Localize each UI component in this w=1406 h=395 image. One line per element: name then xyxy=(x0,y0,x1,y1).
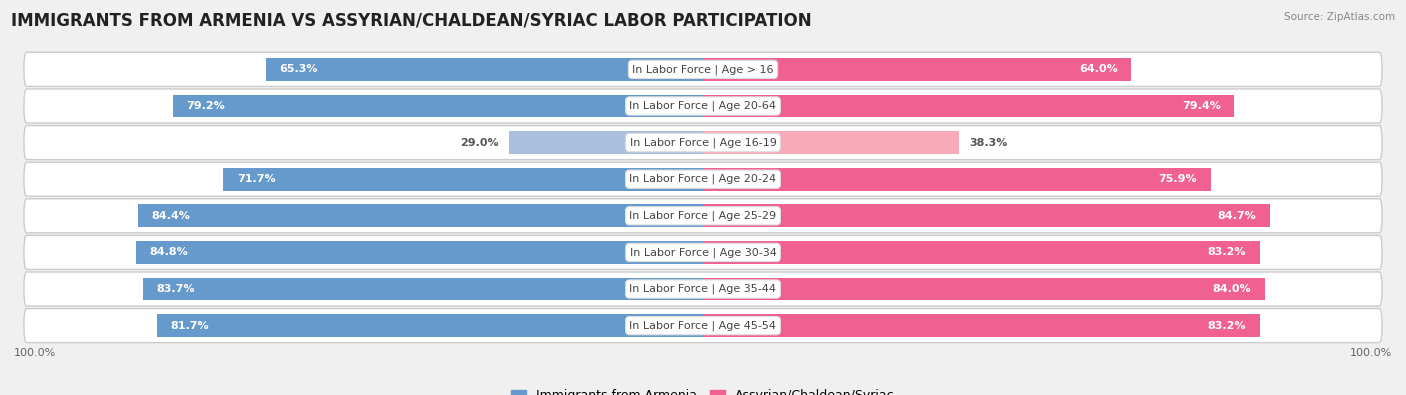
Bar xyxy=(703,168,1211,190)
Text: 84.8%: 84.8% xyxy=(149,247,188,258)
FancyBboxPatch shape xyxy=(24,272,1382,306)
Bar xyxy=(156,314,703,337)
Text: 81.7%: 81.7% xyxy=(170,321,208,331)
Text: 100.0%: 100.0% xyxy=(1350,348,1392,357)
Bar xyxy=(143,278,703,300)
Bar xyxy=(703,241,1260,264)
Text: IMMIGRANTS FROM ARMENIA VS ASSYRIAN/CHALDEAN/SYRIAC LABOR PARTICIPATION: IMMIGRANTS FROM ARMENIA VS ASSYRIAN/CHAL… xyxy=(11,12,811,30)
Legend: Immigrants from Armenia, Assyrian/Chaldean/Syriac: Immigrants from Armenia, Assyrian/Chalde… xyxy=(506,384,900,395)
Bar xyxy=(703,314,1260,337)
FancyBboxPatch shape xyxy=(24,126,1382,160)
Text: 84.0%: 84.0% xyxy=(1213,284,1251,294)
Text: 65.3%: 65.3% xyxy=(280,64,318,74)
Text: 83.2%: 83.2% xyxy=(1208,247,1246,258)
Text: In Labor Force | Age 20-64: In Labor Force | Age 20-64 xyxy=(630,101,776,111)
FancyBboxPatch shape xyxy=(24,89,1382,123)
Bar xyxy=(136,241,703,264)
Bar xyxy=(138,205,703,227)
Bar xyxy=(173,95,703,117)
Bar xyxy=(703,205,1270,227)
Text: In Labor Force | Age 45-54: In Labor Force | Age 45-54 xyxy=(630,320,776,331)
Text: In Labor Force | Age 25-29: In Labor Force | Age 25-29 xyxy=(630,211,776,221)
FancyBboxPatch shape xyxy=(24,308,1382,342)
FancyBboxPatch shape xyxy=(24,235,1382,269)
Text: 83.2%: 83.2% xyxy=(1208,321,1246,331)
Bar xyxy=(509,131,703,154)
Bar xyxy=(703,131,959,154)
Text: 29.0%: 29.0% xyxy=(460,137,499,148)
Text: 84.7%: 84.7% xyxy=(1218,211,1256,221)
Bar xyxy=(703,58,1130,81)
Text: 75.9%: 75.9% xyxy=(1159,174,1198,184)
Text: In Labor Force | Age 20-24: In Labor Force | Age 20-24 xyxy=(630,174,776,184)
Text: In Labor Force | Age 30-34: In Labor Force | Age 30-34 xyxy=(630,247,776,258)
Text: Source: ZipAtlas.com: Source: ZipAtlas.com xyxy=(1284,12,1395,22)
Text: In Labor Force | Age 35-44: In Labor Force | Age 35-44 xyxy=(630,284,776,294)
Text: 79.4%: 79.4% xyxy=(1182,101,1220,111)
Text: In Labor Force | Age > 16: In Labor Force | Age > 16 xyxy=(633,64,773,75)
FancyBboxPatch shape xyxy=(24,162,1382,196)
FancyBboxPatch shape xyxy=(24,53,1382,87)
Bar xyxy=(703,95,1234,117)
FancyBboxPatch shape xyxy=(24,199,1382,233)
Text: 38.3%: 38.3% xyxy=(969,137,1008,148)
Text: 83.7%: 83.7% xyxy=(156,284,195,294)
Text: In Labor Force | Age 16-19: In Labor Force | Age 16-19 xyxy=(630,137,776,148)
Text: 79.2%: 79.2% xyxy=(187,101,225,111)
Text: 71.7%: 71.7% xyxy=(236,174,276,184)
Text: 100.0%: 100.0% xyxy=(14,348,56,357)
Text: 84.4%: 84.4% xyxy=(152,211,191,221)
Text: 64.0%: 64.0% xyxy=(1078,64,1118,74)
Bar xyxy=(266,58,703,81)
Bar xyxy=(224,168,703,190)
Bar xyxy=(703,278,1265,300)
